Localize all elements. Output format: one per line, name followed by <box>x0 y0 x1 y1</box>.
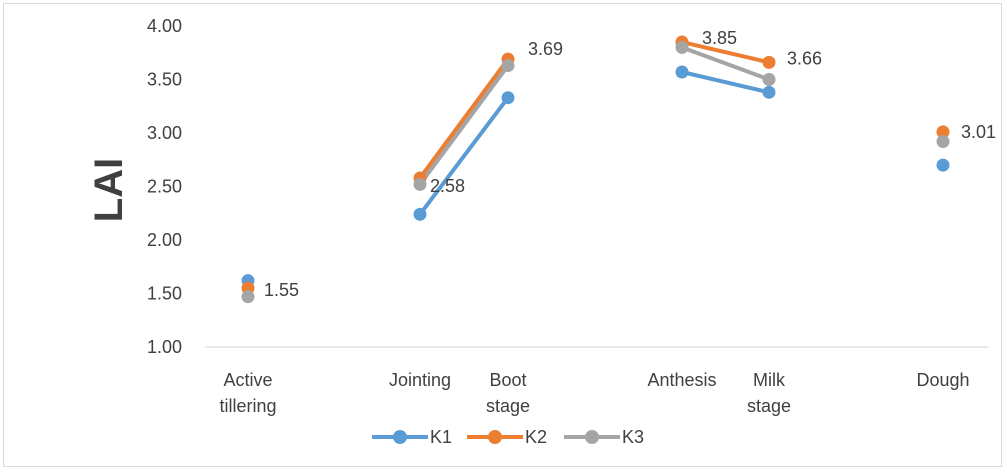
series-line-k2 <box>418 57 510 180</box>
series-line-k3 <box>680 45 771 82</box>
y-tick-label: 4.00 <box>147 16 182 36</box>
legend: K1 K2 K3 <box>372 427 644 447</box>
data-point-k3 <box>936 135 950 149</box>
y-tick-label: 2.50 <box>147 177 182 197</box>
data-label: 3.69 <box>528 39 563 59</box>
series-line-k3 <box>418 63 510 187</box>
legend-label-k2: K2 <box>525 427 547 447</box>
data-point-k1 <box>413 207 427 221</box>
data-point-k3 <box>413 177 427 191</box>
series-line-k2 <box>680 40 771 65</box>
data-point-k3 <box>241 290 255 304</box>
line-layer <box>418 40 771 217</box>
legend-marker-k1 <box>393 430 407 444</box>
y-tick-label: 1.50 <box>147 284 182 304</box>
x-category-label: Milk <box>753 370 786 390</box>
x-category-label: Jointing <box>389 370 451 390</box>
y-tick-label: 3.50 <box>147 70 182 90</box>
legend-label-k1: K1 <box>430 427 452 447</box>
legend-marker-k2 <box>488 430 502 444</box>
data-point-k3 <box>501 59 515 73</box>
data-point-k1 <box>936 158 950 172</box>
label-layer: 1.55 2.58 3.69 3.85 3.66 3.01 <box>264 28 996 300</box>
axis-layer: 1.00 1.50 2.00 2.50 3.00 3.50 4.00 Active tiller… <box>147 16 988 416</box>
data-label: 3.66 <box>787 48 822 68</box>
data-point-k1 <box>675 65 689 79</box>
data-point-k2 <box>762 55 776 69</box>
data-point-k2 <box>936 125 950 139</box>
data-label: 3.85 <box>702 28 737 48</box>
legend-label-k3: K3 <box>622 427 644 447</box>
data-label: 1.55 <box>264 280 299 300</box>
y-tick-label: 1.00 <box>147 337 182 357</box>
data-label: 3.01 <box>961 122 996 142</box>
y-axis-title: LAI <box>87 158 131 222</box>
x-category-label: stage <box>486 396 530 416</box>
x-category-label: stage <box>747 396 791 416</box>
x-category-label: tillering <box>219 396 276 416</box>
x-category-label: Dough <box>916 370 969 390</box>
x-category-label: Anthesis <box>647 370 716 390</box>
chart-frame <box>3 3 1002 467</box>
data-point-k3 <box>762 73 776 86</box>
legend-marker-k3 <box>585 430 599 444</box>
data-label: 2.58 <box>430 176 465 196</box>
data-point-k1 <box>762 85 776 99</box>
y-tick-label: 3.00 <box>147 123 182 143</box>
y-tick-label: 2.00 <box>147 230 182 250</box>
series-line-k1 <box>418 95 510 217</box>
data-point-k3 <box>675 40 689 54</box>
point-layer <box>241 35 950 304</box>
series-line-k1 <box>680 70 771 95</box>
x-category-label: Active <box>223 370 272 390</box>
data-point-k1 <box>501 91 515 105</box>
x-category-label: Boot <box>489 370 526 390</box>
